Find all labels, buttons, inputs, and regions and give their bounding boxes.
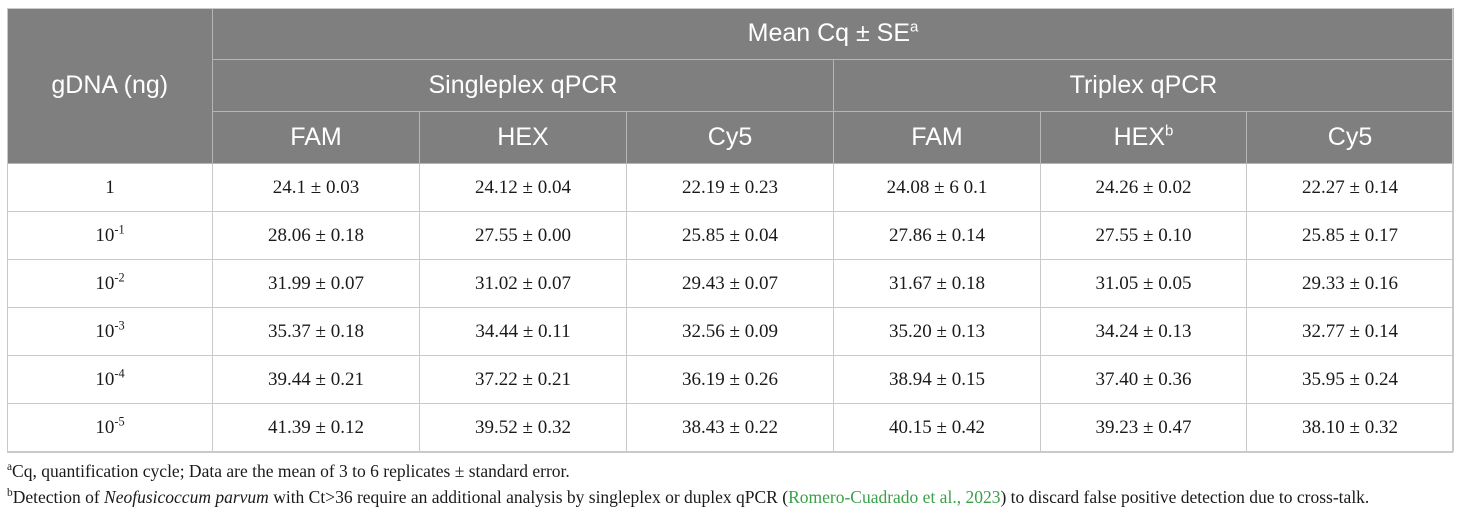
cq-value-cell: 24.08 ± 6 0.1 [833, 163, 1041, 212]
cq-value-cell: 22.19 ± 0.23 [626, 163, 834, 212]
citation-link[interactable]: Romero-Cuadrado et al., 2023 [788, 487, 1001, 507]
cq-value-cell: 39.23 ± 0.47 [1040, 403, 1247, 452]
cq-value-cell: 38.10 ± 0.32 [1246, 403, 1454, 452]
channel-label: HEX [497, 123, 549, 151]
triplex-group-header: Triplex qPCR [833, 59, 1454, 112]
gdna-exponent: -4 [114, 366, 125, 381]
footnote-a-text: Cq, quantification cycle; Data are the m… [12, 461, 570, 481]
mean-cq-label: Mean Cq ± SE [747, 19, 911, 47]
channel-label: FAM [911, 123, 963, 151]
channel-header: FAM [212, 111, 420, 164]
gdna-base: 10 [95, 368, 115, 390]
footnote-a: aCq, quantification cycle; Data are the … [7, 458, 1453, 484]
channel-footnote-mark: b [1165, 122, 1174, 140]
gdna-amount-cell: 10-4 [7, 355, 213, 404]
cq-value-cell: 38.43 ± 0.22 [626, 403, 834, 452]
footnote-a-mark: a [910, 18, 919, 36]
gdna-base: 10 [95, 224, 115, 246]
cq-value-cell: 27.55 ± 0.00 [419, 211, 627, 260]
cq-value-cell: 40.15 ± 0.42 [833, 403, 1041, 452]
cq-value-cell: 35.20 ± 0.13 [833, 307, 1041, 356]
table-header: gDNA (ng) Mean Cq ± SEa Singleplex qPCR … [7, 8, 1454, 164]
gdna-amount-cell: 10-3 [7, 307, 213, 356]
cq-value-cell: 31.67 ± 0.18 [833, 259, 1041, 308]
table-row: 10-4 39.44 ± 0.21 37.22 ± 0.21 36.19 ± 0.26… [7, 355, 1454, 404]
cq-value-cell: 36.19 ± 0.26 [626, 355, 834, 404]
singleplex-group-header: Singleplex qPCR [212, 59, 834, 112]
gdna-amount-cell: 10-5 [7, 403, 213, 452]
gdna-exponent: -3 [114, 318, 125, 333]
cq-value-cell: 39.52 ± 0.32 [419, 403, 627, 452]
results-table: gDNA (ng) Mean Cq ± SEa Singleplex qPCR … [7, 8, 1454, 452]
cq-value-cell: 38.94 ± 0.15 [833, 355, 1041, 404]
cq-value-cell: 31.02 ± 0.07 [419, 259, 627, 308]
footnote-b-marker: b [7, 487, 13, 500]
table-body: 1 24.1 ± 0.03 24.12 ± 0.04 22.19 ± 0.23 24.0… [7, 163, 1454, 452]
cq-value-cell: 24.26 ± 0.02 [1040, 163, 1247, 212]
footnote-a-marker: a [7, 461, 13, 474]
gdna-header-label: gDNA (ng) [51, 71, 169, 99]
cq-value-cell: 34.44 ± 0.11 [419, 307, 627, 356]
cq-value-cell: 24.1 ± 0.03 [212, 163, 420, 212]
triplex-label: Triplex qPCR [1069, 71, 1218, 99]
results-table-container: gDNA (ng) Mean Cq ± SEa Singleplex qPCR … [7, 8, 1454, 452]
cq-value-cell: 35.37 ± 0.18 [212, 307, 420, 356]
cq-value-cell: 35.95 ± 0.24 [1246, 355, 1454, 404]
gdna-base: 10 [95, 416, 115, 438]
cq-value-cell: 25.85 ± 0.17 [1246, 211, 1454, 260]
cq-value-cell: 27.55 ± 0.10 [1040, 211, 1247, 260]
gdna-amount-cell: 10-2 [7, 259, 213, 308]
cq-value-cell: 37.40 ± 0.36 [1040, 355, 1247, 404]
gdna-base: 10 [95, 320, 115, 342]
cq-value-cell: 32.56 ± 0.09 [626, 307, 834, 356]
footnote-b: bDetection of Neofusicoccum parvum with … [7, 484, 1453, 510]
channel-label: FAM [290, 123, 342, 151]
channel-label: Cy5 [707, 123, 753, 151]
cq-value-cell: 37.22 ± 0.21 [419, 355, 627, 404]
mean-cq-header: Mean Cq ± SEa [212, 8, 1454, 60]
cq-value-cell: 31.05 ± 0.05 [1040, 259, 1247, 308]
table-row: 10-1 28.06 ± 0.18 27.55 ± 0.00 25.85 ± 0.04… [7, 211, 1454, 260]
cq-value-cell: 32.77 ± 0.14 [1246, 307, 1454, 356]
gdna-exponent: -1 [114, 222, 125, 237]
cq-value-cell: 41.39 ± 0.12 [212, 403, 420, 452]
gdna-exponent: -5 [114, 414, 125, 429]
footnote-b-text-pre: Detection of [12, 487, 105, 507]
cq-value-cell: 31.99 ± 0.07 [212, 259, 420, 308]
cq-value-cell: 25.85 ± 0.04 [626, 211, 834, 260]
channel-header-row: FAM HEX Cy5 FAM HEXb Cy5 [8, 111, 1454, 164]
cq-value-cell: 29.33 ± 0.16 [1246, 259, 1454, 308]
channel-label: Cy5 [1327, 123, 1373, 151]
table-row: 10-5 41.39 ± 0.12 39.52 ± 0.32 38.43 ± 0.22… [7, 403, 1454, 452]
gdna-column-header: gDNA (ng) [7, 8, 213, 164]
footnote-b-text-mid: with Ct>36 require an additional analysi… [268, 487, 789, 507]
channel-header: FAM [833, 111, 1041, 164]
cq-value-cell: 24.12 ± 0.04 [419, 163, 627, 212]
footnotes: aCq, quantification cycle; Data are the … [7, 458, 1453, 510]
cq-value-cell: 29.43 ± 0.07 [626, 259, 834, 308]
table-row: 1 24.1 ± 0.03 24.12 ± 0.04 22.19 ± 0.23 24.0… [7, 163, 1454, 212]
species-name: Neofusicoccum parvum [104, 487, 269, 507]
singleplex-label: Singleplex qPCR [428, 71, 618, 99]
gdna-amount-cell: 10-1 [7, 211, 213, 260]
gdna-base: 1 [105, 176, 115, 198]
gdna-amount-cell: 1 [7, 163, 213, 212]
cq-value-cell: 28.06 ± 0.18 [212, 211, 420, 260]
footnote-b-text-post: ) to discard false positive detection du… [1000, 487, 1370, 507]
gdna-exponent: -2 [114, 270, 125, 285]
channel-header: HEXb [1040, 111, 1247, 164]
cq-value-cell: 27.86 ± 0.14 [833, 211, 1041, 260]
cq-value-cell: 34.24 ± 0.13 [1040, 307, 1247, 356]
gdna-base: 10 [95, 272, 115, 294]
cq-value-cell: 22.27 ± 0.14 [1246, 163, 1454, 212]
channel-header: Cy5 [626, 111, 834, 164]
channel-header: Cy5 [1246, 111, 1454, 164]
cq-value-cell: 39.44 ± 0.21 [212, 355, 420, 404]
channel-header: HEX [419, 111, 627, 164]
channel-label: HEX [1113, 123, 1166, 151]
table-row: 10-2 31.99 ± 0.07 31.02 ± 0.07 29.43 ± 0.07… [7, 259, 1454, 308]
table-row: 10-3 35.37 ± 0.18 34.44 ± 0.11 32.56 ± 0.09… [7, 307, 1454, 356]
